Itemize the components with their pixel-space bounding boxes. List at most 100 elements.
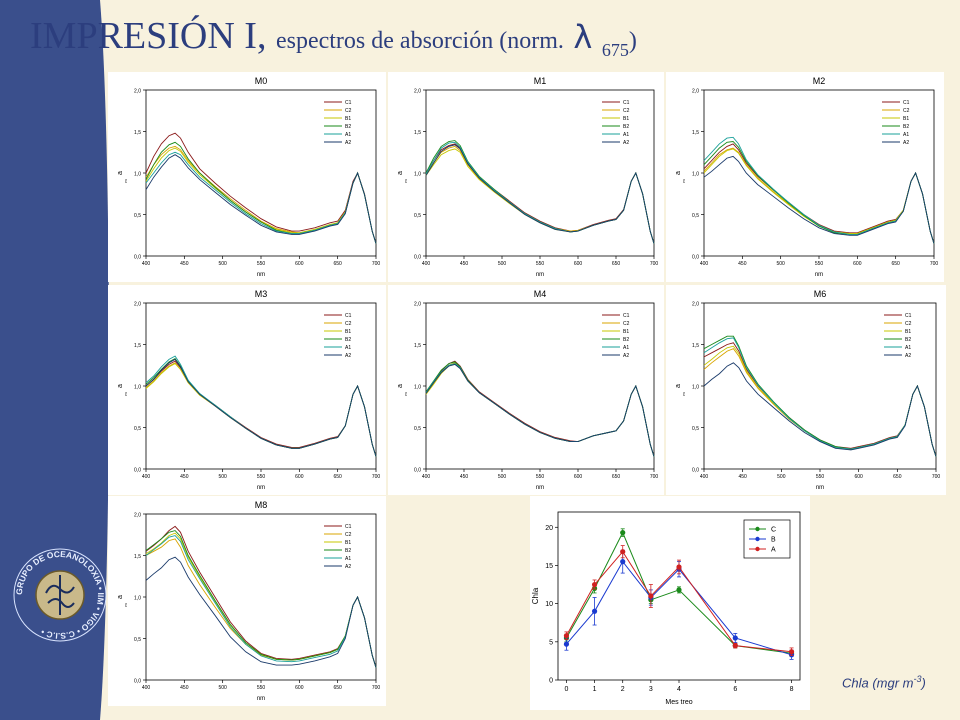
- y-tick-label: 2,0: [414, 89, 421, 95]
- x-tick-label: 500: [218, 474, 227, 480]
- series-line-C2: [145, 145, 377, 244]
- plot-frame: [425, 89, 655, 257]
- legend-label-A1: A1: [623, 345, 629, 351]
- legend-label-A2: A2: [623, 140, 629, 146]
- y-tick-label: 1,0: [134, 596, 141, 602]
- y-tick-label: 0,5: [134, 426, 141, 432]
- x-tick-label: 500: [498, 261, 507, 267]
- y-axis-label-sub: m: [123, 392, 128, 396]
- legend-marker-A: [755, 546, 760, 552]
- series-line-C1: [425, 143, 655, 244]
- legend-label-C1: C1: [905, 313, 912, 319]
- panel-m8: M8 0,0 0,5 1,0 1,5 2,0 400 450 500 550 600 650 700 nm…: [108, 496, 386, 706]
- chart-m2: M2 0,0 0,5 1,0 1,5 2,0 400 450 500 550 600 650 700 nm…: [675, 76, 938, 278]
- x-tick-label: 650: [891, 261, 900, 267]
- chart-title: M4: [534, 289, 547, 299]
- legend-label-B2: B2: [623, 337, 629, 343]
- series-line-C2: [425, 145, 655, 244]
- x-tick-label: 500: [218, 261, 227, 267]
- x-tick-label: 700: [372, 261, 381, 267]
- y-tick-label: 1,0: [134, 172, 141, 178]
- series-line-B1: [145, 147, 377, 244]
- data-point-B: [591, 608, 598, 614]
- series-line-A2: [425, 363, 655, 457]
- y-tick-label: 1,5: [134, 130, 141, 136]
- chart-m0: M0 0,0 0,5 1,0 1,5 2,0 400 450 500 550 600 650 700 nm…: [117, 76, 381, 278]
- legend-label-C1: C1: [345, 524, 352, 530]
- series-line-A2: [703, 155, 935, 244]
- legend-label-A1: A1: [623, 132, 629, 138]
- y-tick-label: 0,0: [134, 679, 141, 685]
- y-tick-label: 0,5: [692, 213, 699, 219]
- y-tick-label: 1,5: [692, 343, 699, 349]
- chart-m1: M1 0,0 0,5 1,0 1,5 2,0 400 450 500 550 600 650 700 nm…: [397, 76, 658, 278]
- x-tick-label: 450: [460, 474, 469, 480]
- y-tick-label: 0,0: [692, 255, 699, 261]
- x-tick-label: 450: [180, 685, 189, 691]
- y-tick-label: 0,5: [134, 213, 141, 219]
- x-tick-label: 6: [733, 686, 737, 693]
- plot-frame: [425, 302, 655, 470]
- x-tick-label: 700: [650, 474, 659, 480]
- x-tick-label: 550: [536, 474, 545, 480]
- series-line-C2: [425, 362, 655, 457]
- x-axis-label: nm: [815, 272, 823, 278]
- legend-label-A1: A1: [903, 132, 909, 138]
- panel-m1: M1 0,0 0,5 1,0 1,5 2,0 400 450 500 550 600 650 700 nm…: [388, 72, 664, 282]
- x-tick-label: 450: [180, 261, 189, 267]
- chart-title: M3: [255, 289, 268, 299]
- x-tick-label: 600: [295, 261, 304, 267]
- legend-label-C2: C2: [345, 532, 352, 538]
- y-tick-label: 0,5: [414, 213, 421, 219]
- x-tick-label: 500: [498, 474, 507, 480]
- y-axis-label-sub: m: [403, 392, 408, 396]
- x-tick-label: 550: [815, 261, 824, 267]
- y-tick-label: 5: [549, 639, 553, 646]
- series-line-C2: [703, 147, 935, 244]
- y-tick-label: 1,5: [414, 343, 421, 349]
- x-tick-label: 2: [621, 686, 625, 693]
- legend-label-C1: C1: [623, 100, 630, 106]
- data-point-A: [788, 649, 795, 655]
- x-tick-label: 650: [333, 474, 342, 480]
- x-tick-label: 550: [257, 474, 266, 480]
- x-tick-label: 600: [295, 685, 304, 691]
- x-tick-label: 3: [649, 686, 653, 693]
- title-main: IMPRESIÓN I,: [30, 15, 267, 57]
- title-subtitle: espectros de absorción (norm.: [275, 28, 564, 54]
- x-tick-label: 400: [142, 685, 151, 691]
- series-line-B1: [425, 148, 655, 244]
- y-tick-label: 15: [545, 563, 553, 570]
- series-line-A1: [145, 355, 377, 457]
- x-tick-label: 600: [853, 261, 862, 267]
- oceanography-logo: GRUPO DE OCEANOLOXIA • IIM • VIGO • C.S.…: [13, 548, 107, 642]
- x-tick-label: 450: [180, 474, 189, 480]
- legend-label-C1: C1: [903, 100, 910, 106]
- chart-title: M1: [534, 76, 547, 86]
- legend-label-B2: B2: [623, 124, 629, 130]
- series-line-A2: [145, 358, 377, 457]
- data-point-B: [563, 641, 570, 647]
- x-tick-label: 450: [460, 261, 469, 267]
- y-axis-label: a: [675, 171, 682, 175]
- x-tick-label: 650: [612, 474, 621, 480]
- x-tick-label: 400: [142, 261, 151, 267]
- x-tick-label: 650: [333, 685, 342, 691]
- y-axis-label: a: [397, 171, 404, 175]
- chart-m4: M4 0,0 0,5 1,0 1,5 2,0 400 450 500 550 600 650 700 nm…: [397, 289, 659, 491]
- legend-label-C2: C2: [623, 321, 630, 327]
- series-line-B2: [145, 530, 377, 668]
- x-axis-label: nm: [257, 485, 265, 491]
- y-tick-label: 0,5: [134, 637, 141, 643]
- y-axis-label-sub: m: [123, 603, 128, 607]
- y-tick-label: 0,0: [134, 255, 141, 261]
- x-tick-label: 400: [422, 261, 431, 267]
- sidebar-curve: [100, 0, 109, 720]
- legend-label-A2: A2: [345, 353, 351, 359]
- series-line-A2: [703, 362, 937, 457]
- x-tick-label: 600: [574, 261, 583, 267]
- y-tick-label: 0: [549, 678, 553, 685]
- data-point-A: [591, 581, 598, 588]
- x-tick-label: 700: [372, 685, 381, 691]
- legend-label-C1: C1: [623, 313, 630, 319]
